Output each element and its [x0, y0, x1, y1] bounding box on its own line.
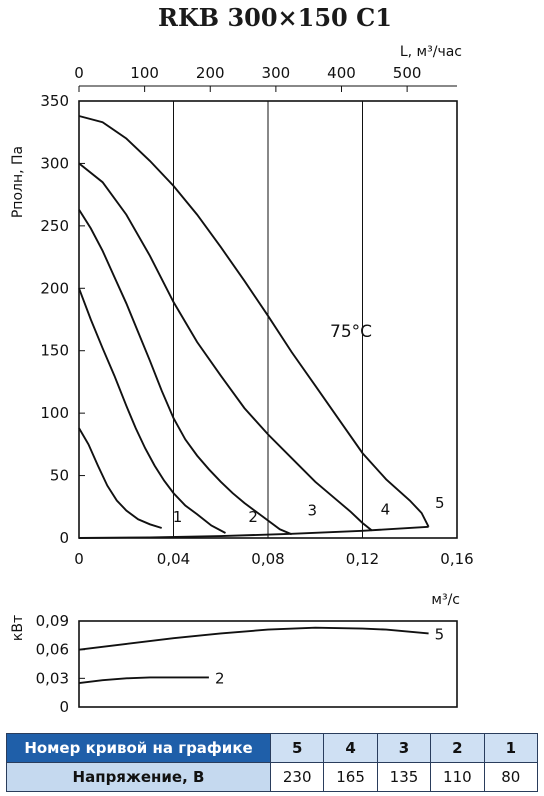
- power-plot-frame: [78, 620, 458, 708]
- y-tick-label: 300: [40, 154, 69, 172]
- y-tick-label: 150: [40, 342, 69, 360]
- voltage-cell: 165: [323, 762, 378, 792]
- voltage-row: Напряжение, В 230 165 135 110 80: [6, 762, 539, 792]
- curve-4: [78, 162, 373, 532]
- curve-number-cell: 5: [269, 733, 325, 763]
- curve-number-row: Номер кривой на графике 5 4 3 2 1: [6, 733, 539, 763]
- voltage-cell: 135: [376, 762, 432, 792]
- x-tick-label: 0,08: [251, 550, 284, 568]
- curve-number-cell: 4: [323, 733, 378, 763]
- power-plot: 0 0,03 0,06 0,09 5 2: [36, 612, 458, 716]
- power-tick-label: 0: [59, 698, 69, 716]
- y-tick-label: 350: [40, 92, 69, 110]
- voltage-table: Номер кривой на графике 5 4 3 2 1 Напряж…: [6, 733, 539, 792]
- plot-frame: [78, 100, 458, 539]
- power-tick-label: 0,06: [36, 641, 69, 659]
- top-tick-label: 0: [74, 64, 84, 82]
- top-tick-label: 400: [327, 64, 356, 82]
- curve-number-header: Номер кривой на графике: [6, 733, 271, 763]
- voltage-header: Напряжение, В: [6, 762, 271, 792]
- top-tick-label: 300: [262, 64, 291, 82]
- curve-3: [78, 209, 292, 536]
- power-curve-label: 5: [435, 625, 445, 643]
- curve-label: 5: [435, 494, 445, 512]
- x-tick-label: 0: [74, 550, 84, 568]
- x-tick-label: 0,16: [440, 550, 473, 568]
- x-axis-label: м³/с: [431, 592, 460, 608]
- voltage-cell: 80: [483, 762, 539, 792]
- power-tick-label: 0,09: [36, 612, 69, 630]
- curve-label: 4: [381, 500, 391, 518]
- curve-label: 3: [307, 502, 317, 520]
- y-tick-label: 200: [40, 279, 69, 297]
- power-curve-2: [78, 676, 209, 685]
- top-axis-label: L, м³/час: [400, 44, 462, 60]
- x-tick-label: 0,04: [157, 550, 190, 568]
- power-axis-label: кВт: [10, 615, 26, 641]
- top-tick-label: 500: [393, 64, 422, 82]
- curve-number-cell: 1: [483, 733, 539, 763]
- power-curve-label: 2: [215, 669, 225, 687]
- curve-label: 2: [248, 508, 258, 526]
- y-tick-label: 100: [40, 404, 69, 422]
- x-tick-label: 0,12: [346, 550, 379, 568]
- chart-title: RKB 300×150 C1: [158, 3, 392, 32]
- voltage-cell: 110: [430, 762, 485, 792]
- power-tick-label: 0,03: [36, 669, 69, 687]
- y-tick-label: 0: [59, 529, 69, 547]
- curve-system: [78, 525, 429, 539]
- top-tick-label: 100: [130, 64, 159, 82]
- curve-number-cell: 3: [376, 733, 432, 763]
- top-tick-label: 200: [196, 64, 225, 82]
- curve-label: 1: [173, 508, 183, 526]
- temperature-annotation: 75°С: [330, 322, 372, 342]
- curve-2: [78, 287, 226, 534]
- curve-number-cell: 2: [430, 733, 485, 763]
- curve-1: [78, 427, 162, 529]
- y-tick-label: 50: [50, 467, 69, 485]
- voltage-cell: 230: [269, 762, 325, 792]
- y-axis-label: Рполн, Па: [10, 146, 26, 218]
- power-curve-5: [78, 626, 429, 651]
- curve-5: [78, 115, 430, 528]
- y-tick-label: 250: [40, 217, 69, 235]
